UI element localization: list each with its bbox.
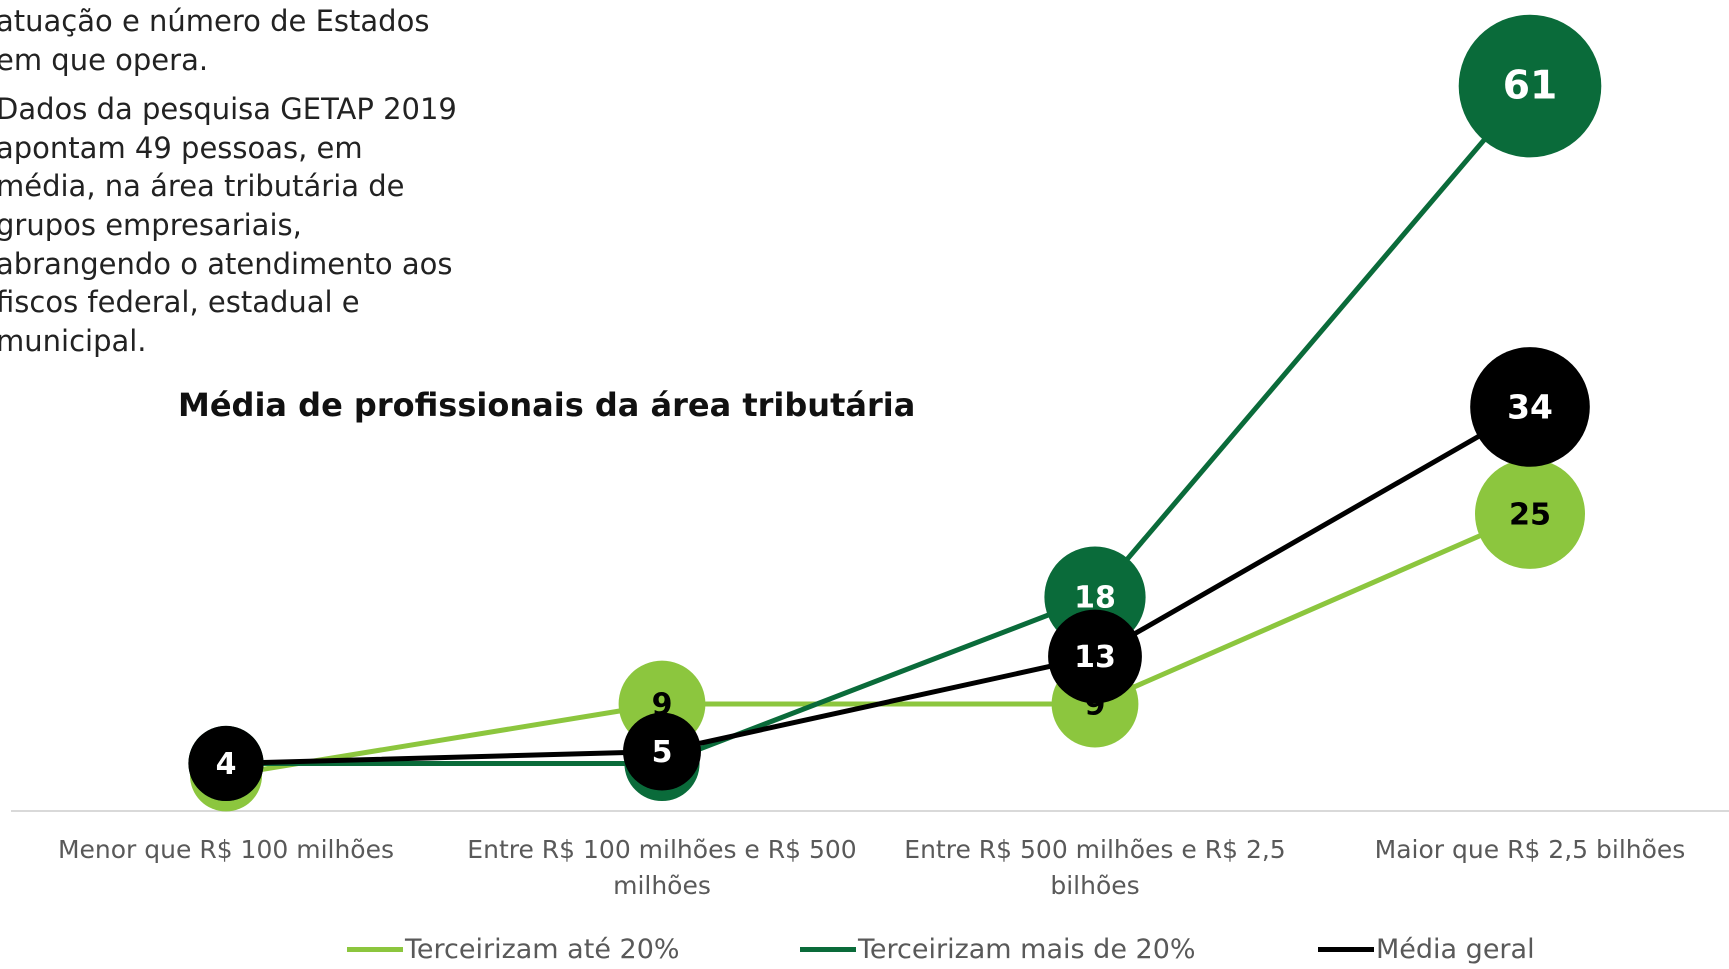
intro-line: atuação e número de Estados: [0, 4, 430, 38]
legend-label: Terceirizam até 20%: [405, 934, 680, 965]
intro-text: atuação e número de Estados em que opera.…: [0, 2, 457, 360]
data-label: 25: [1509, 497, 1551, 532]
bubble: [1048, 609, 1142, 704]
legend-swatch: [347, 947, 403, 952]
bubble: [1458, 14, 1602, 158]
data-label: 61: [1503, 64, 1558, 109]
intro-line: abrangendo o atendimento aos: [0, 246, 453, 281]
x-tick-label: Menor que R$ 100 milhões: [57, 835, 395, 864]
series-line: [226, 84, 1532, 766]
intro-line: em que opera.: [0, 42, 209, 77]
x-tick-label: Entre R$ 500 milhões e R$ 2,5 bilhões: [904, 835, 1286, 900]
legend-item: Terceirizam até 20%: [347, 934, 680, 965]
data-label: 5: [652, 735, 673, 770]
intro-line: Dados da pesquisa GETAP 2019: [0, 92, 457, 127]
data-label: 13: [1074, 640, 1116, 675]
x-tick-label: Maior que R$ 2,5 bilhões: [1374, 835, 1686, 864]
bubble: [188, 725, 264, 802]
legend-label: Média geral: [1376, 934, 1535, 965]
intro-line: grupos empresariais,: [0, 207, 302, 242]
data-label: 4: [216, 747, 237, 782]
series-line: [225, 404, 1532, 766]
intro-line: municipal.: [0, 323, 147, 358]
legend-item: Média geral: [1318, 934, 1535, 965]
legend-swatch: [800, 947, 856, 952]
chart-title: Média de profissionais da área tributári…: [178, 386, 915, 424]
intro-line: apontam 49 pessoas, em: [0, 130, 363, 165]
series-line: [225, 511, 1532, 778]
intro-line: fiscos federal, estadual e: [0, 285, 360, 320]
intro-line: média, na área tributária de: [0, 169, 405, 204]
bubble: [623, 712, 701, 791]
bubble: [1475, 458, 1585, 569]
bubble: [1470, 347, 1590, 467]
data-label: 34: [1507, 387, 1553, 426]
x-tick-label: Entre R$ 100 milhões e R$ 500 milhões: [467, 835, 857, 900]
legend-label: Terceirizam mais de 20%: [858, 934, 1196, 965]
legend-swatch: [1318, 947, 1374, 952]
legend-item: Terceirizam mais de 20%: [800, 934, 1196, 965]
